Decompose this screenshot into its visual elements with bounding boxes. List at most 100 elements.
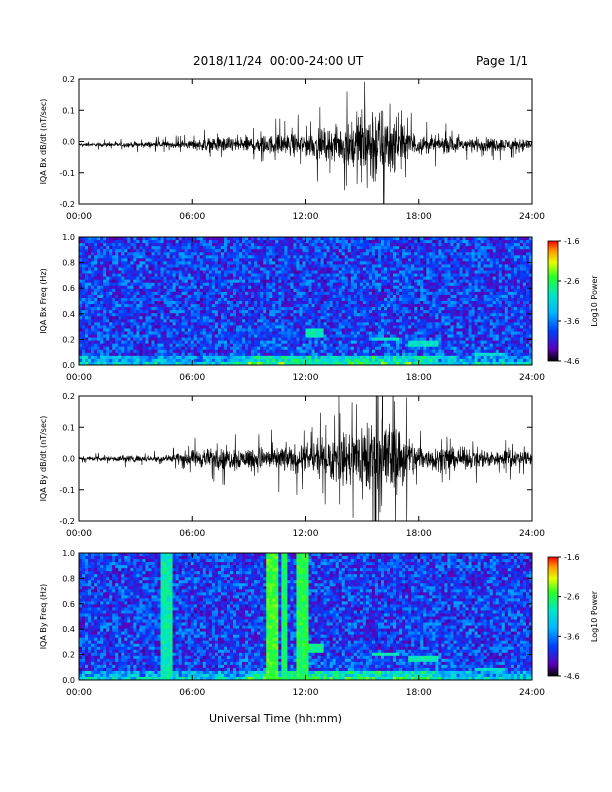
spectrogram-cell bbox=[169, 304, 174, 308]
spectrogram-cell bbox=[302, 301, 306, 305]
spectrogram-cell bbox=[411, 261, 415, 265]
spectrogram-cell bbox=[184, 328, 189, 332]
spectrogram-cell bbox=[211, 279, 216, 284]
spectrogram-cell bbox=[230, 243, 234, 247]
spectrogram-cell bbox=[420, 258, 424, 262]
spectrogram-cell bbox=[287, 307, 291, 311]
spectrogram-cell bbox=[317, 258, 321, 262]
spectrogram-cell bbox=[148, 322, 152, 326]
spectrogram-cell bbox=[368, 355, 373, 360]
spectrogram-cell bbox=[148, 291, 152, 296]
spectrogram-cell bbox=[278, 301, 282, 305]
spectrogram-cell bbox=[112, 279, 116, 284]
spectrogram-cell bbox=[350, 258, 355, 262]
spectrogram-cell bbox=[414, 331, 418, 335]
spectrogram-cell bbox=[184, 337, 189, 342]
spectrogram-cell bbox=[390, 346, 394, 351]
spectrogram-cell bbox=[350, 334, 355, 338]
spectrogram-cell bbox=[85, 361, 89, 366]
spectrogram-cell bbox=[269, 249, 273, 253]
spectrogram-cell bbox=[172, 331, 177, 335]
spectrogram-cell bbox=[245, 310, 249, 314]
spectrogram-cell bbox=[287, 328, 291, 332]
spectrogram-cell bbox=[347, 255, 352, 259]
spectrogram-cell bbox=[236, 252, 240, 256]
spectrogram-cell bbox=[368, 340, 373, 345]
spectrogram-cell bbox=[136, 237, 140, 241]
spectrogram-cell bbox=[166, 267, 170, 271]
spectrogram-cell bbox=[187, 304, 192, 308]
spectrogram-cell bbox=[311, 252, 315, 256]
spectrogram-cell bbox=[172, 282, 177, 287]
spectrogram-cell bbox=[338, 328, 343, 332]
spectrogram-cell bbox=[266, 313, 270, 317]
spectrogram-cell bbox=[251, 352, 255, 357]
spectrogram-cell bbox=[193, 261, 198, 265]
spectrogram-cell bbox=[296, 258, 300, 262]
spectrogram-cell bbox=[420, 307, 424, 311]
spectrogram-cell bbox=[326, 267, 331, 271]
spectrogram-cell bbox=[341, 316, 346, 320]
spectrogram-cell bbox=[429, 267, 433, 271]
spectrogram-cell bbox=[332, 337, 337, 342]
spectrogram-cell bbox=[226, 240, 231, 244]
spectrogram-cell bbox=[371, 258, 376, 262]
spectrogram-cell bbox=[205, 261, 210, 265]
spectrogram-cell bbox=[320, 246, 325, 250]
spectrogram-cell bbox=[320, 355, 325, 360]
spectrogram-cell bbox=[329, 270, 334, 274]
spectrogram-cell bbox=[91, 313, 95, 317]
spectrogram-cell bbox=[311, 346, 315, 351]
spectrogram-cell bbox=[293, 307, 297, 311]
spectrogram-cell bbox=[408, 355, 412, 360]
spectrogram-cell bbox=[284, 294, 288, 299]
spectrogram-cell bbox=[405, 304, 409, 308]
spectrogram-cell bbox=[202, 243, 207, 247]
spectrogram-cell bbox=[305, 358, 309, 363]
spectrogram-cell bbox=[211, 331, 216, 335]
spectrogram-cell bbox=[223, 313, 228, 317]
spectrogram-cell bbox=[308, 258, 312, 262]
spectrogram-cell bbox=[245, 255, 249, 259]
spectrogram-cell bbox=[302, 358, 306, 363]
spectrogram-cell bbox=[112, 246, 116, 250]
spectrogram-cell bbox=[226, 349, 231, 354]
spectrogram-cell bbox=[79, 361, 83, 366]
spectrogram-cell bbox=[341, 310, 346, 314]
spectrogram-cell bbox=[269, 282, 273, 287]
spectrogram-cell bbox=[278, 291, 282, 296]
spectrogram-cell bbox=[393, 349, 397, 354]
spectrogram-cell bbox=[148, 334, 152, 338]
spectrogram-cell bbox=[166, 361, 170, 366]
spectrogram-cell bbox=[193, 358, 198, 363]
spectrogram-cell bbox=[390, 304, 394, 308]
spectrogram-cell bbox=[371, 337, 376, 342]
spectrogram-cell bbox=[266, 240, 270, 244]
spectrogram-cell bbox=[302, 288, 306, 293]
spectrogram-cell bbox=[85, 264, 89, 268]
spectrogram-cell bbox=[142, 322, 146, 326]
spectrogram-cell bbox=[411, 316, 415, 320]
spectrogram-cell bbox=[118, 310, 122, 314]
spectrogram-cell bbox=[79, 297, 83, 302]
spectrogram-cell bbox=[411, 328, 415, 332]
spectrogram-cell bbox=[106, 334, 110, 338]
spectrogram-cell bbox=[365, 319, 370, 323]
spectrogram-cell bbox=[320, 301, 325, 305]
spectrogram-cell bbox=[347, 258, 352, 262]
spectrogram-cell bbox=[205, 319, 210, 323]
spectrogram-cell bbox=[335, 334, 340, 338]
spectrogram-cell bbox=[359, 246, 364, 250]
spectrogram-cell bbox=[387, 273, 391, 278]
spectrogram-cell bbox=[248, 325, 252, 329]
spectrogram-cell bbox=[417, 270, 421, 274]
spectrogram-cell bbox=[326, 349, 331, 354]
spectrogram-cell bbox=[166, 304, 170, 308]
spectrogram-cell bbox=[417, 273, 421, 278]
spectrogram-cell bbox=[148, 267, 152, 271]
spectrogram-cell bbox=[233, 264, 237, 268]
spectrogram-cell bbox=[332, 310, 337, 314]
spectrogram-cell bbox=[115, 246, 119, 250]
spectrogram-cell bbox=[263, 246, 267, 250]
spectrogram-cell bbox=[302, 307, 306, 311]
